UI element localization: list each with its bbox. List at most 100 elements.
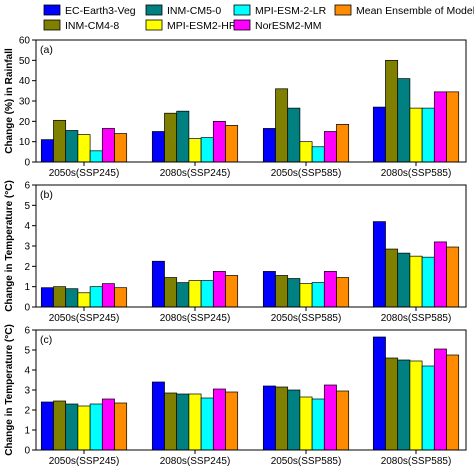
bar <box>385 248 399 308</box>
bar <box>212 120 226 163</box>
bar <box>421 365 435 451</box>
bar <box>53 400 67 451</box>
bar <box>262 128 276 163</box>
bar <box>89 150 103 163</box>
bar <box>225 275 239 308</box>
bar <box>176 110 190 163</box>
bar <box>311 398 325 451</box>
bar <box>212 388 226 451</box>
bar <box>433 348 447 451</box>
bar <box>200 137 214 163</box>
legend-item: MPI-ESM-2-LR <box>233 4 327 17</box>
bar <box>287 107 301 163</box>
panel-label: (a) <box>40 44 53 56</box>
bar <box>446 91 460 163</box>
bar <box>299 141 313 163</box>
legend-label: MPI-ESM-2-LR <box>255 5 327 17</box>
panel-label: (c) <box>40 334 52 346</box>
y-tick-label: 5 <box>24 346 30 357</box>
bar <box>275 275 289 308</box>
legend-item: EC-Earth3-Veg <box>43 4 136 17</box>
bar <box>176 282 190 308</box>
panel-label: (b) <box>40 189 53 201</box>
bar <box>421 107 435 163</box>
y-tick-label: 1 <box>24 282 30 293</box>
bar <box>287 278 301 308</box>
bar <box>188 138 202 163</box>
x-tick-label: 2050s(SSP245) <box>49 456 120 467</box>
legend-item: INM-CM5-0 <box>145 4 221 17</box>
bar <box>311 146 325 163</box>
y-tick-label: 6 <box>24 181 30 192</box>
bar <box>151 381 165 451</box>
legend-item: Mean Ensemble of Models <box>334 4 474 17</box>
x-tick-label: 2080s(SSP585) <box>381 313 452 324</box>
y-tick-label: 2 <box>24 262 30 273</box>
bar <box>287 389 301 451</box>
legend-item: MPI-ESM2-HR <box>145 19 237 32</box>
bar <box>212 271 226 308</box>
y-tick-label: 0 <box>24 303 30 314</box>
bar <box>164 112 178 163</box>
bar <box>323 271 337 308</box>
bar <box>323 131 337 163</box>
bar <box>433 241 447 308</box>
bar <box>53 286 67 308</box>
y-tick-label: 1 <box>24 426 30 437</box>
bar <box>164 392 178 451</box>
bar <box>53 119 67 163</box>
bar <box>323 384 337 451</box>
legend-label: MPI-ESM2-HR <box>167 20 237 32</box>
y-tick-label: 6 <box>24 326 30 337</box>
bar <box>225 391 239 451</box>
y-tick-label: 3 <box>24 386 30 397</box>
bar <box>409 360 423 451</box>
legend-swatch <box>334 4 352 16</box>
legend-item: NorESM2-MM <box>233 19 322 32</box>
x-tick-label: 2050s(SSP585) <box>271 456 342 467</box>
bar <box>336 277 350 308</box>
legend-swatch <box>145 19 163 31</box>
bar <box>262 385 276 451</box>
bar <box>446 354 460 451</box>
panel-b: 0 1 2 3 4 5 6 2050s(SSP245) 2080s(SSP245) 2050s(S… <box>4 180 467 324</box>
x-tick-label: 2080s(SSP245) <box>160 456 231 467</box>
bar <box>114 287 128 308</box>
bar <box>77 134 91 163</box>
x-tick-label: 2050s(SSP245) <box>49 168 120 179</box>
bar <box>409 107 423 163</box>
legend-swatch <box>145 4 163 16</box>
bar <box>65 403 79 451</box>
bar <box>397 78 411 163</box>
legend-swatch <box>233 4 251 16</box>
bar <box>40 139 54 163</box>
bar <box>114 133 128 163</box>
bar <box>397 359 411 451</box>
legend-label: INM-CM4-8 <box>65 20 119 32</box>
y-axis-title: Change (%) in Rainfall <box>4 48 15 154</box>
bar <box>262 271 276 308</box>
x-tick-label: 2080s(SSP245) <box>160 168 231 179</box>
legend-swatch <box>43 4 61 16</box>
legend-swatch <box>233 19 251 31</box>
bar <box>101 398 115 451</box>
bar <box>77 292 91 308</box>
legend-item: INM-CM4-8 <box>43 19 119 32</box>
y-axis-title: Change in Temperature (°C) <box>4 180 15 312</box>
bar <box>188 393 202 451</box>
bar <box>40 287 54 308</box>
bar <box>372 221 386 308</box>
bar <box>225 125 239 163</box>
bar <box>299 396 313 451</box>
panel-c: 0 1 2 3 4 5 6 2050s(SSP245) 2080s(SSP245) 2050s(S… <box>4 324 467 467</box>
bar <box>275 88 289 163</box>
y-tick-label: 10 <box>19 137 31 148</box>
bar <box>275 386 289 451</box>
bar <box>311 282 325 308</box>
bar <box>433 91 447 163</box>
y-tick-label: 4 <box>24 366 30 377</box>
bar <box>409 255 423 308</box>
y-tick-label: 30 <box>19 97 31 108</box>
